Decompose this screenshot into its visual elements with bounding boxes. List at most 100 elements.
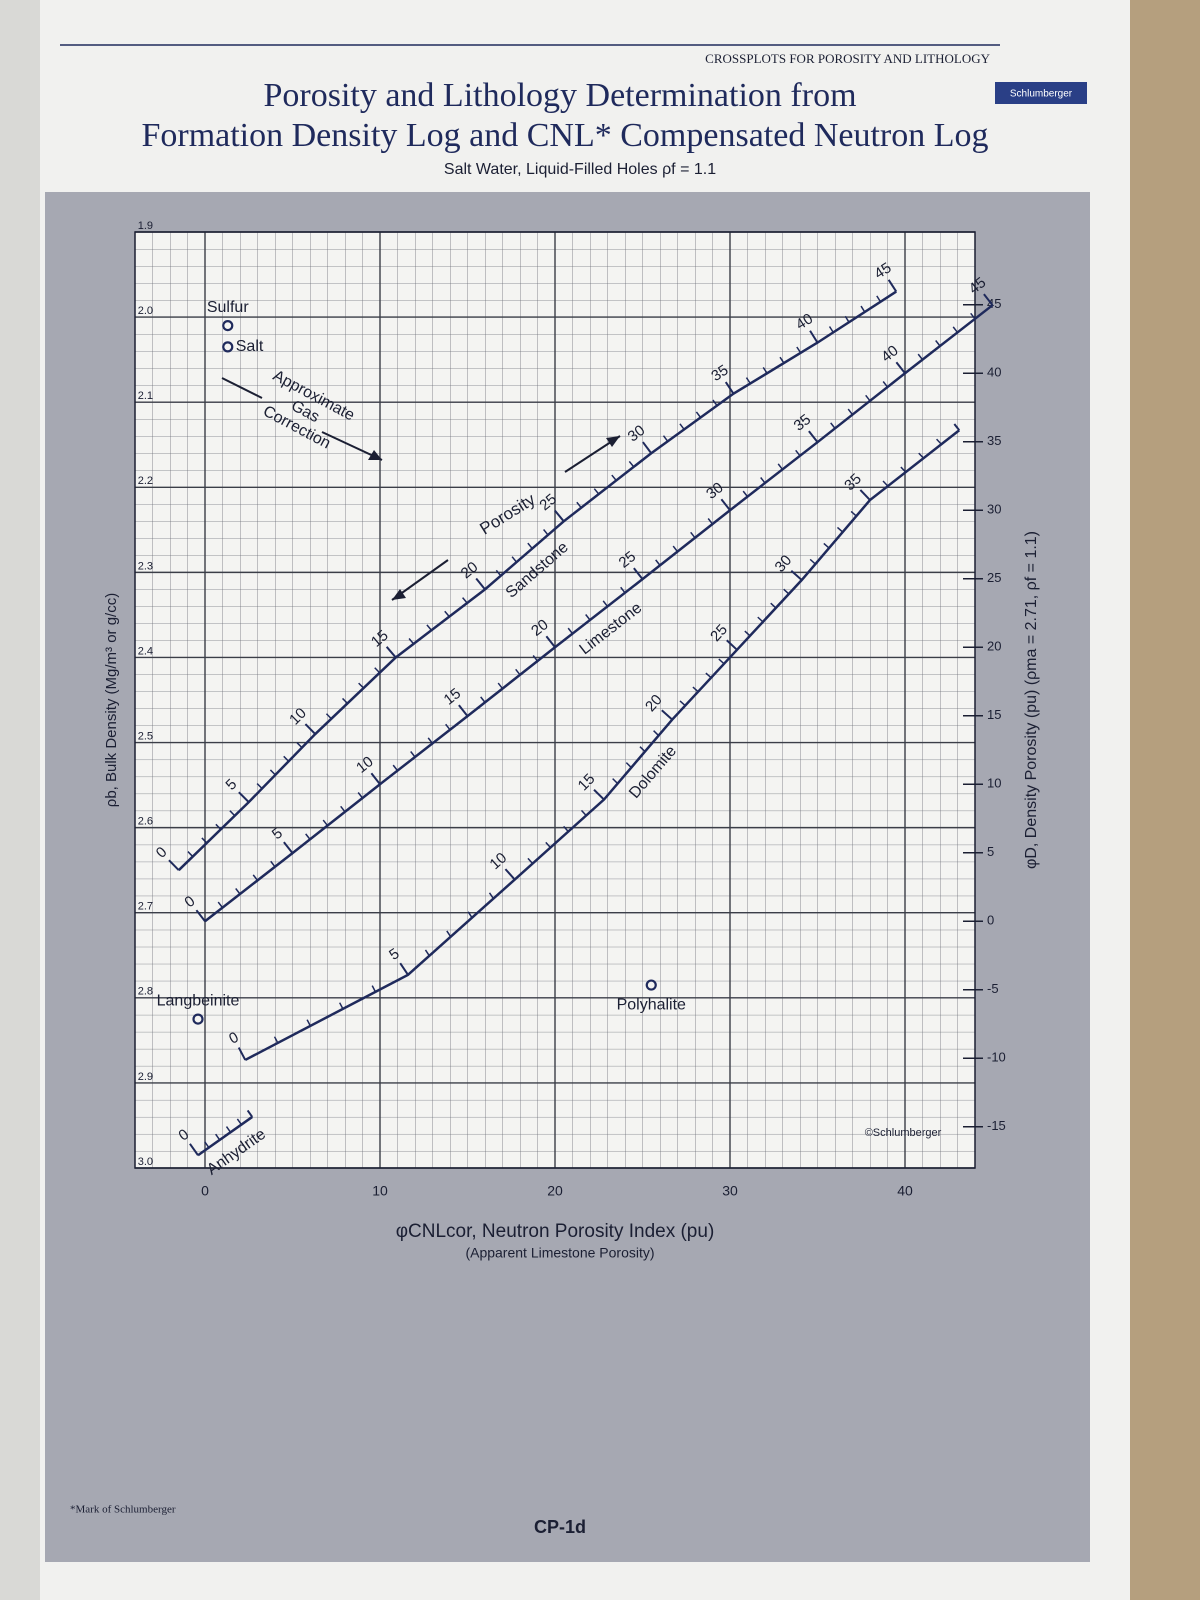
minor-line-tick — [970, 312, 976, 320]
minor-line-tick — [823, 542, 830, 549]
porosity-label: 15 — [441, 685, 465, 709]
minor-line-tick — [847, 408, 854, 416]
line-tick — [790, 569, 803, 581]
minor-line-tick — [392, 764, 399, 772]
line-tick — [370, 772, 381, 785]
y-tick-label: 2.3 — [138, 560, 153, 572]
line-tick — [724, 381, 735, 395]
x-tick-label: 40 — [897, 1183, 913, 1199]
y-tick-label: 2.4 — [138, 645, 153, 657]
y-tick-label: 2.2 — [138, 475, 153, 487]
minor-line-tick — [374, 667, 381, 674]
marker — [645, 979, 657, 991]
y-tick-label: 2.9 — [138, 1071, 153, 1083]
page-number: CP-1d — [534, 1517, 586, 1537]
marker-label: Salt — [236, 338, 264, 355]
minor-line-tick — [480, 696, 486, 703]
minor-line-tick — [426, 624, 433, 631]
y2-tick-label: -15 — [987, 1118, 1006, 1133]
minor-line-tick — [917, 353, 924, 361]
marker — [192, 1013, 204, 1025]
minor-line-tick — [462, 597, 468, 604]
minor-line-tick — [745, 377, 751, 384]
gas-arrow — [221, 377, 383, 461]
minor-line-tick — [256, 783, 263, 790]
minor-line-tick — [744, 630, 751, 637]
y-tick-label: 2.1 — [138, 390, 153, 402]
line-tick — [504, 868, 516, 881]
minor-line-tick — [662, 435, 669, 442]
y2-tick-label: 20 — [987, 639, 1001, 654]
line-tick — [895, 361, 906, 374]
line-tick — [475, 577, 486, 591]
minor-line-tick — [235, 888, 241, 895]
line-tick — [953, 423, 961, 431]
minor-line-tick — [217, 901, 224, 909]
minor-line-tick — [495, 569, 502, 577]
minor-line-tick — [576, 501, 582, 509]
marker — [222, 341, 234, 353]
porosity-label: 25 — [536, 490, 560, 514]
minor-line-tick — [836, 526, 844, 533]
minor-line-tick — [602, 600, 609, 607]
minor-line-tick — [580, 809, 587, 817]
line-tick — [237, 1047, 247, 1061]
porosity-label: 30 — [703, 479, 727, 503]
minor-line-tick — [511, 556, 518, 563]
minor-line-tick — [497, 682, 504, 690]
minor-line-tick — [770, 602, 777, 609]
minor-line-tick — [876, 295, 882, 303]
minor-line-tick — [952, 326, 959, 333]
y2-tick-label: 15 — [987, 707, 1001, 722]
minor-line-tick — [563, 825, 569, 833]
minor-line-tick — [408, 638, 415, 645]
minor-line-tick — [527, 857, 534, 865]
plot-frame — [134, 231, 976, 1169]
minor-line-tick — [695, 411, 702, 418]
line-tick — [593, 789, 605, 801]
line-tick — [642, 441, 653, 454]
porosity-label: 25 — [616, 548, 640, 572]
minor-line-tick — [305, 833, 311, 840]
line-tick — [661, 709, 673, 721]
line-tick — [809, 330, 819, 344]
line — [244, 429, 961, 1062]
minor-line-tick — [467, 911, 473, 919]
y-tick-label: 2.6 — [138, 816, 153, 828]
minor-line-tick — [593, 488, 600, 495]
minor-line-tick — [201, 837, 208, 844]
minor-line-tick — [488, 892, 495, 900]
minor-line-tick — [783, 588, 790, 595]
y-tick-label: 3.0 — [138, 1156, 153, 1168]
y2-tick-label: -5 — [987, 981, 999, 996]
line-tick — [189, 1143, 199, 1156]
minor-line-tick — [882, 381, 889, 388]
arrow-head — [368, 450, 382, 460]
line-tick — [633, 567, 644, 580]
minor-line-tick — [742, 490, 749, 498]
minor-line-tick — [187, 851, 194, 858]
minor-line-tick — [655, 559, 661, 566]
title-line: Porosity and Lithology Determination fro… — [263, 77, 856, 114]
y-tick-label: 2.7 — [138, 901, 153, 913]
minor-line-tick — [612, 778, 619, 785]
minor-line-tick — [273, 1036, 279, 1044]
porosity-label: 40 — [878, 342, 902, 366]
minor-line-tick — [777, 463, 784, 470]
minor-line-tick — [444, 610, 450, 618]
minor-line-tick — [865, 394, 871, 402]
minor-line-tick — [532, 655, 539, 662]
minor-line-tick — [543, 529, 549, 536]
brand: Schlumberger — [1010, 89, 1073, 100]
y-tick-label: 2.5 — [138, 730, 153, 742]
line-tick — [458, 704, 469, 717]
minor-line-tick — [882, 480, 889, 487]
minor-line-tick — [269, 769, 276, 776]
copyright: ©Schlumberger — [865, 1127, 942, 1139]
minor-line-tick — [936, 438, 942, 445]
minor-line-tick — [252, 874, 259, 881]
minor-line-tick — [342, 697, 348, 704]
title-line: Formation Density Log and CNL* Compensat… — [141, 117, 988, 154]
line-tick — [304, 723, 316, 735]
